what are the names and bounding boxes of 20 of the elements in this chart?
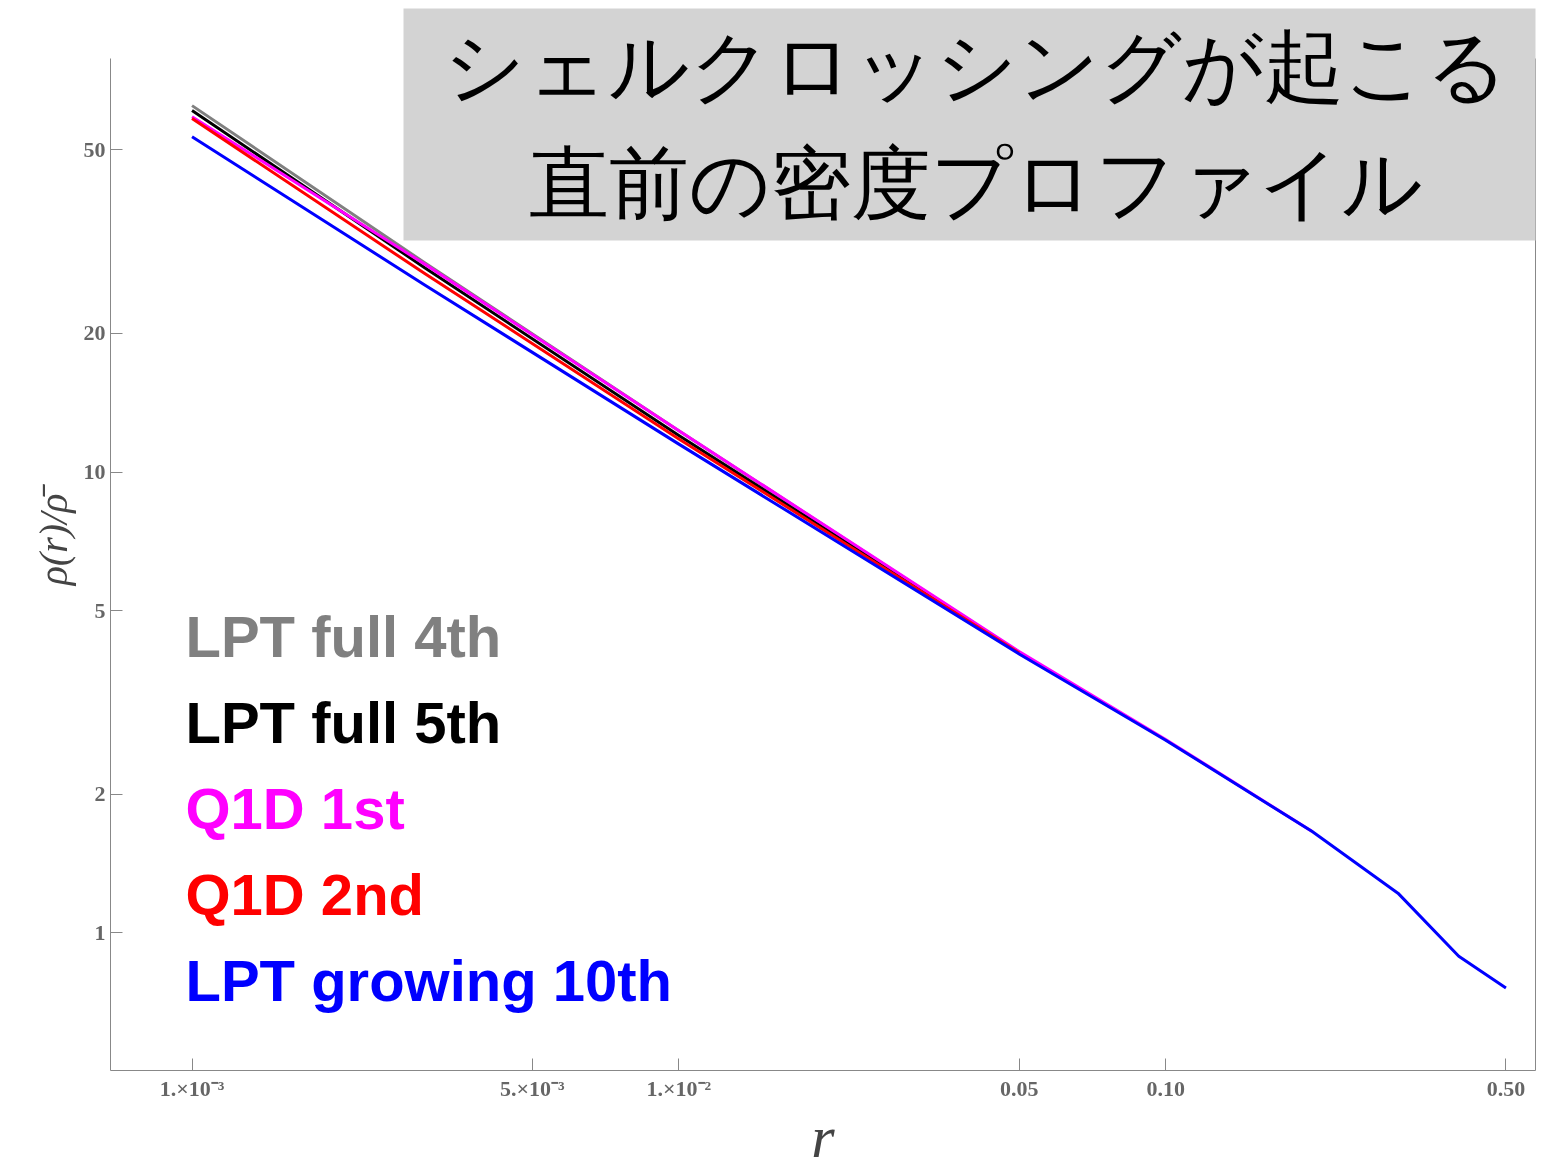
- x-tick-label: 0.50: [1486, 1075, 1526, 1101]
- x-axis-title: r: [811, 1103, 836, 1170]
- x-tick-label: 1.×10⁻³: [159, 1075, 225, 1101]
- text: LPT growing 10th: [185, 948, 673, 1013]
- text: Q1D 2nd: [185, 862, 424, 927]
- y-tick-label: 10: [83, 459, 106, 485]
- y-tick-label: 2: [94, 781, 106, 807]
- x-tick-label: 0.05: [999, 1075, 1039, 1101]
- text: Q1D 1st: [185, 776, 405, 841]
- text: LPT full 4th: [185, 604, 502, 669]
- y-tick-label: 20: [83, 320, 106, 346]
- y-tick-label: 5: [94, 597, 106, 623]
- x-tick-label: 1.×10⁻²: [646, 1075, 712, 1101]
- chart-title: シェルクロッシングが起こる直前の密度プロファイル: [443, 20, 1508, 230]
- text: LPT full 5th: [185, 690, 502, 755]
- x-tick-label: 5.×10⁻³: [499, 1075, 566, 1101]
- y-axis-title: ρ(r)/ρ̄: [30, 483, 76, 588]
- x-tick-label: 0.10: [1146, 1075, 1185, 1101]
- y-tick-label: 1: [94, 919, 106, 945]
- y-tick-label: 50: [83, 136, 106, 162]
